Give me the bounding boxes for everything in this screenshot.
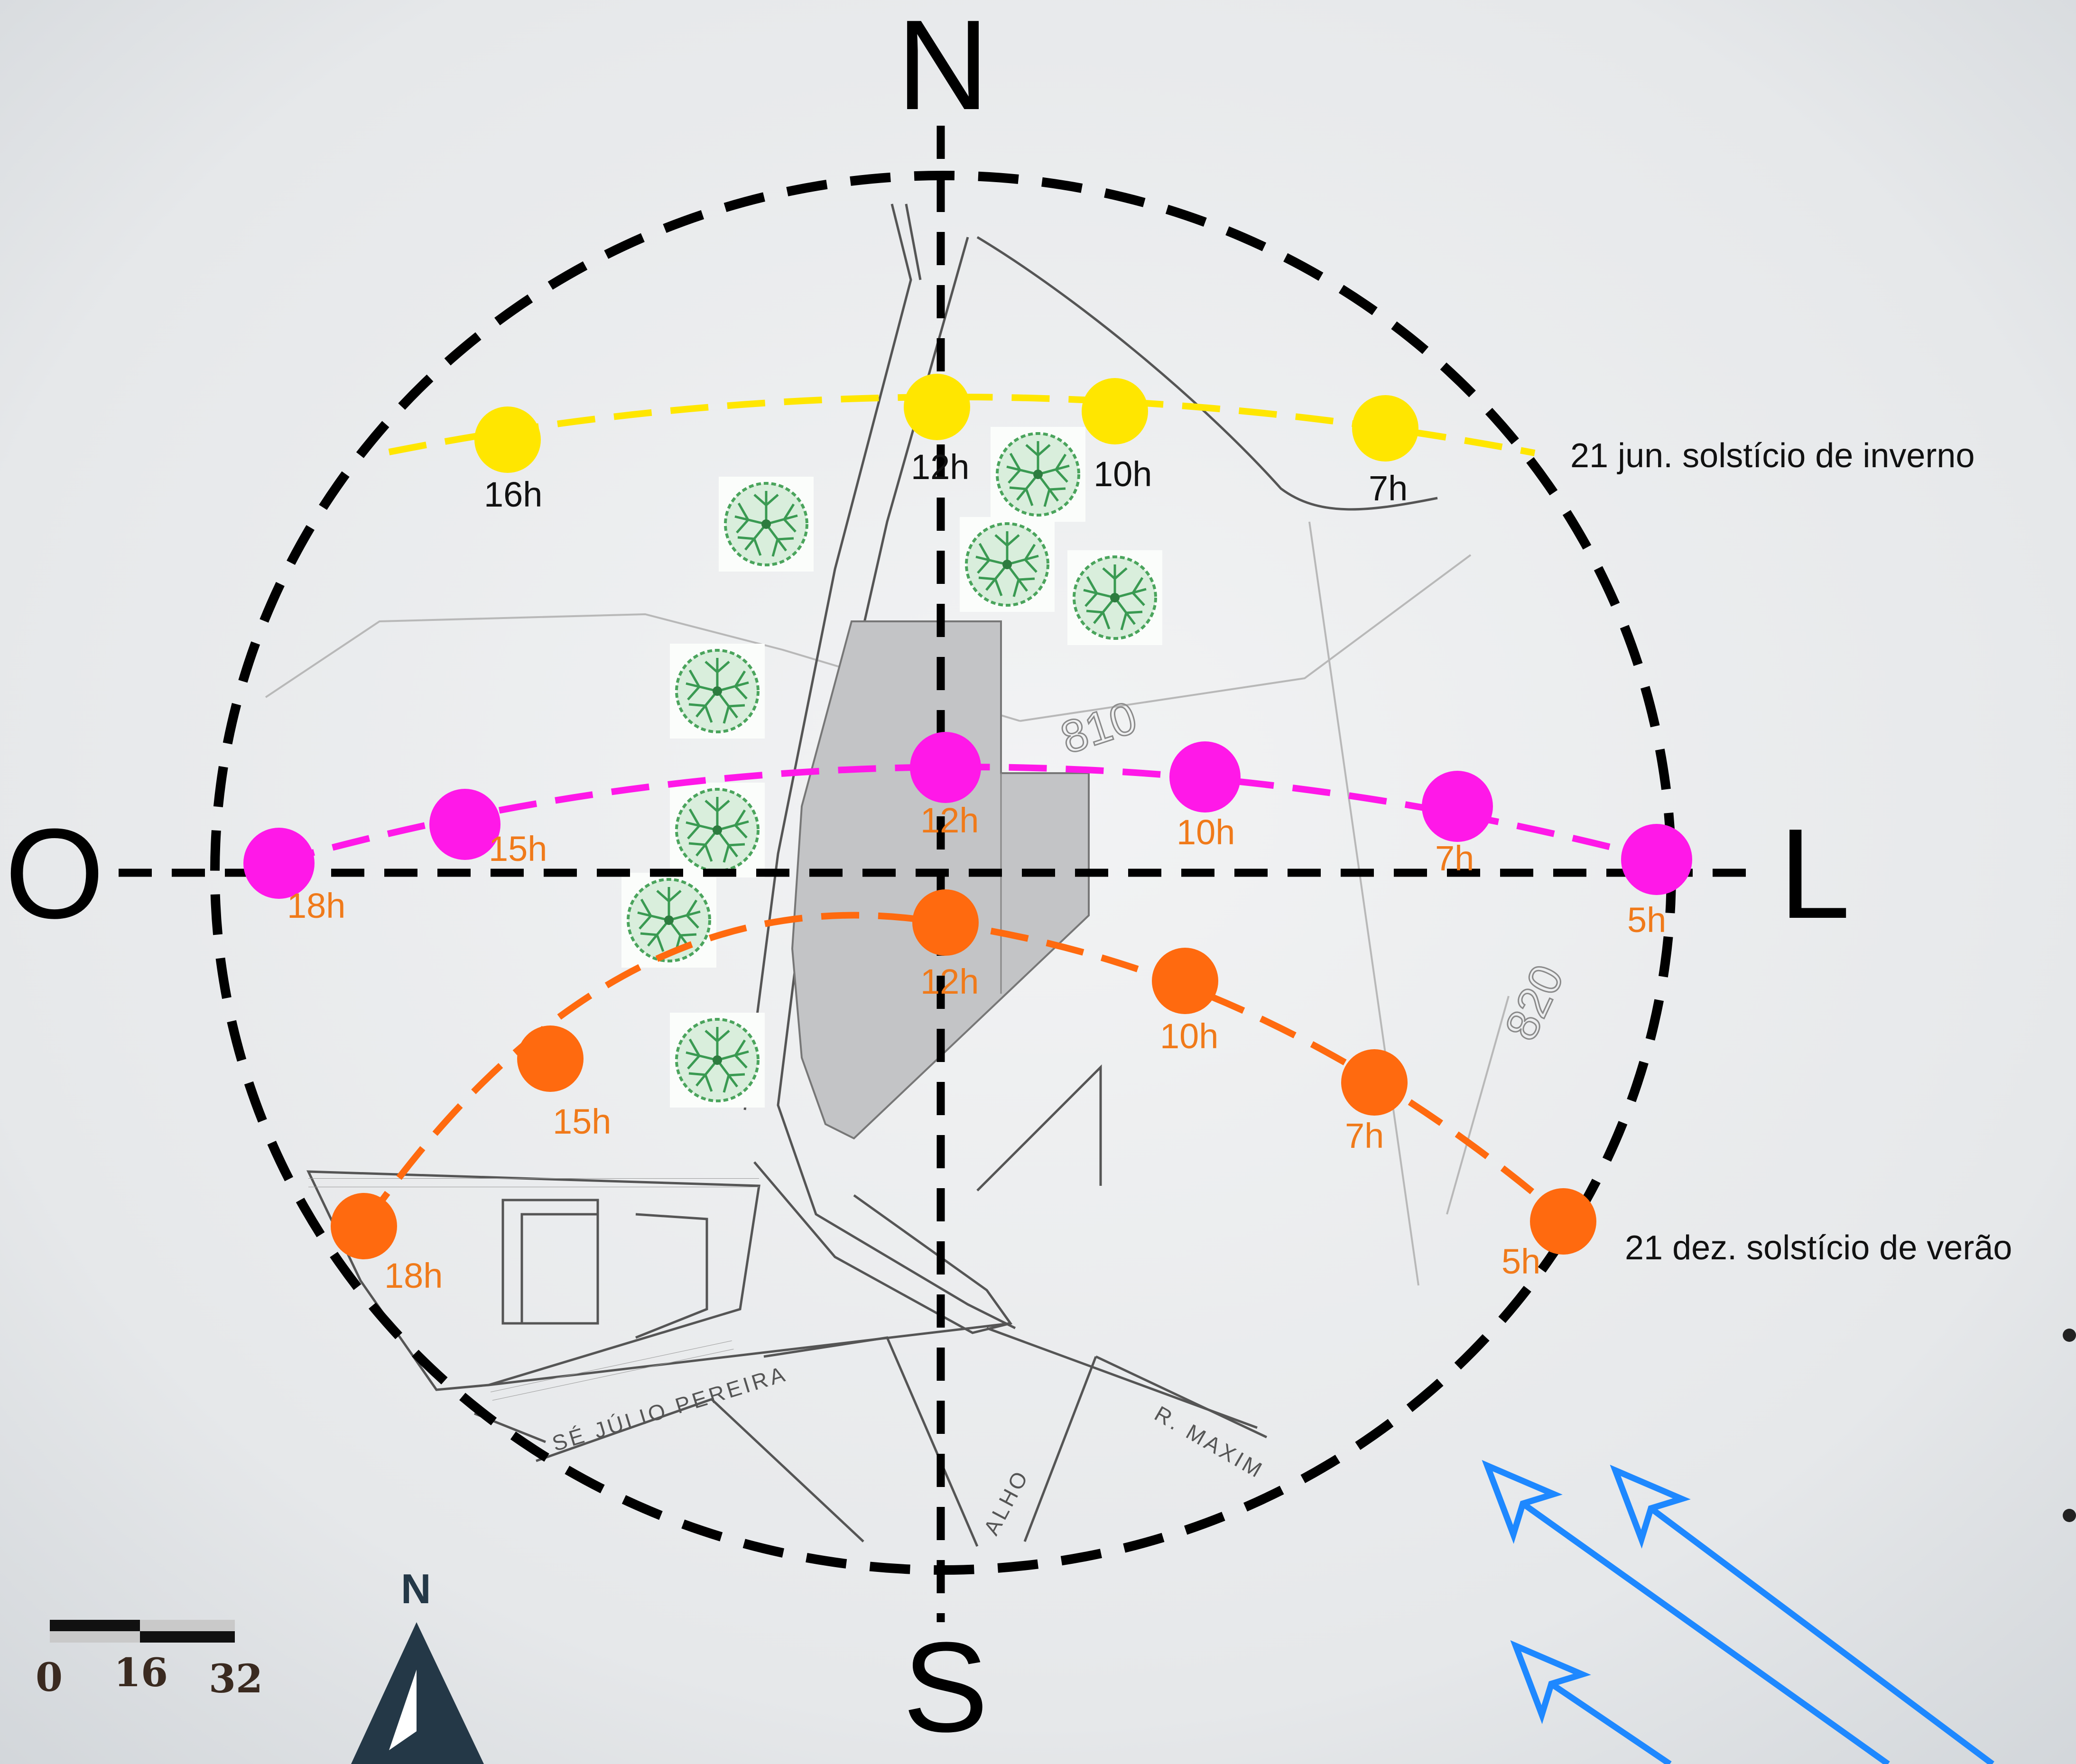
time-label: 12h [920,801,979,840]
cardinal-west: O [5,803,104,945]
time-label: 18h [384,1256,443,1295]
sun-position-marker [331,1193,397,1259]
cardinal-east: L [1779,803,1850,945]
cardinal-south: S [903,1616,988,1759]
time-label: 16h [484,475,542,514]
time-label: 10h [1177,813,1235,852]
parking-lot [306,1170,760,1404]
sun-position-marker [1082,378,1148,444]
scale-tick-label: 32 [209,1656,263,1702]
bullet-dot [2063,1509,2076,1522]
scale-tick-label: 16 [114,1650,168,1696]
road-outlines [474,203,1438,1547]
tree-icon [1067,550,1162,645]
sun-position-marker [1152,948,1218,1014]
sun-path-summer: 18h 15h 12h 10h 7h 5h 21 dez. solstício … [331,889,2012,1295]
time-label: 7h [1435,839,1474,878]
tree-icon [670,1013,765,1108]
time-label: 15h [553,1102,611,1141]
time-label: 5h [1501,1242,1540,1281]
sun-path-name: 21 jun. solstício de inverno [1570,437,1975,475]
north-arrow-letter: N [401,1565,431,1612]
sun-position-marker [474,406,541,473]
time-label: 7h [1345,1116,1384,1155]
sun-position-marker [1422,771,1493,842]
sun-path-equinox: 18h 15h 12h 10h 7h 5h [243,732,1692,940]
sun-position-marker [1621,824,1692,895]
wind-arrow-icon [1610,1464,1994,1764]
sun-position-marker [517,1025,584,1092]
time-label: 18h [287,886,345,925]
sun-position-marker [1169,741,1241,813]
time-label: 10h [1160,1016,1218,1056]
wind-arrow-icon [1510,1640,1672,1764]
wind-arrow-icon [1482,1459,1890,1764]
time-label: 10h [1094,454,1152,494]
scale-tick-label: 0 [36,1655,63,1700]
time-label: 7h [1369,469,1408,508]
sun-position-marker [904,374,970,440]
time-label: 12h [911,447,969,487]
north-arrow-icon: N [351,1565,484,1764]
wind-arrows [1482,1459,1994,1764]
tree-icon [670,644,765,739]
sun-position-marker [1352,395,1418,462]
tree-icon [719,477,814,572]
sun-path-winter: 16h 12h 10h 7h 21 jun. solstício de inve… [474,374,1975,514]
tree-icon [991,427,1085,522]
tree-icon [960,517,1055,612]
sun-position-marker [1341,1049,1408,1116]
sun-position-marker [910,732,981,803]
sun-position-marker [912,889,979,956]
sun-position-marker [429,789,500,860]
tree-icon [670,783,765,877]
sun-position-marker [243,828,315,899]
sun-path-name: 21 dez. solstício de verão [1625,1229,2012,1267]
sun-position-marker [1530,1188,1596,1255]
cardinal-north: N [897,0,989,137]
bullet-dot [2063,1329,2076,1342]
time-label: 5h [1627,900,1666,940]
time-label: 15h [489,829,547,868]
time-label: 12h [920,962,979,1001]
scale-bar: 0 16 32 [36,1620,263,1702]
